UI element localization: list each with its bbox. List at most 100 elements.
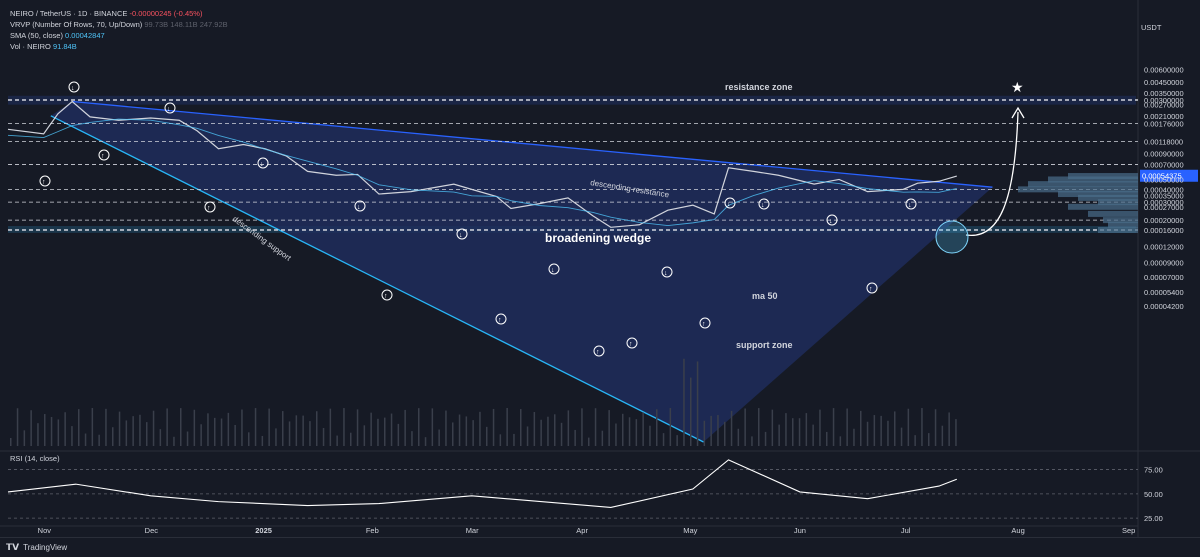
volume-bar-110 bbox=[758, 408, 760, 446]
volume-bar-129 bbox=[887, 420, 889, 446]
swing-low-arrow-icon-4: ↑ bbox=[498, 317, 502, 324]
volume-bar-120 bbox=[826, 431, 828, 446]
volume-bar-115 bbox=[792, 418, 794, 446]
volume-bar-59 bbox=[411, 431, 413, 446]
legend-vol-row[interactable]: Vol · NEIRO 91.84B bbox=[10, 41, 228, 52]
volume-bar-87 bbox=[601, 430, 604, 446]
volume-bar-134 bbox=[921, 408, 923, 446]
volume-profile-bar-2 bbox=[1028, 181, 1138, 188]
volume-bar-1 bbox=[16, 408, 19, 446]
volume-bar-74 bbox=[513, 433, 515, 446]
price-tick-9: 0.00070000 bbox=[1144, 161, 1184, 170]
time-tick-2: 2025 bbox=[255, 526, 272, 535]
volume-bar-80 bbox=[554, 414, 556, 446]
swing-low-arrow-icon-3: ↑ bbox=[384, 293, 388, 300]
volume-bar-65 bbox=[452, 422, 454, 446]
vrvp-values: 99.73B 148.11B 247.92B bbox=[144, 20, 228, 29]
swing-high-arrow-icon-3: ↓ bbox=[357, 204, 361, 211]
volume-profile-bar-10 bbox=[1108, 221, 1138, 228]
price-unit-badge[interactable]: USDT bbox=[1141, 23, 1162, 32]
volume-bar-99 bbox=[683, 358, 685, 446]
projection-arrow-head-icon bbox=[1011, 106, 1025, 119]
volume-bar-0 bbox=[10, 438, 12, 446]
volume-bar-46 bbox=[322, 428, 325, 446]
volume-bar-84 bbox=[581, 408, 583, 446]
volume-bar-26 bbox=[186, 431, 189, 446]
volume-bar-107 bbox=[737, 428, 740, 446]
volume-bar-44 bbox=[309, 421, 311, 446]
volume-bar-22 bbox=[159, 429, 162, 446]
volume-bar-72 bbox=[499, 434, 502, 446]
legend-vrvp-row[interactable]: VRVP (Number Of Rows, 70, Up/Down) 99.73… bbox=[10, 19, 228, 30]
volume-bar-19 bbox=[139, 414, 141, 446]
volume-bar-61 bbox=[424, 437, 427, 446]
time-tick-7: Jun bbox=[794, 526, 806, 535]
swing-low-arrow-icon-0: ↑ bbox=[42, 179, 46, 186]
rsi-tick-0: 75.00 bbox=[1144, 466, 1163, 475]
volume-bar-69 bbox=[479, 411, 481, 446]
price-tick-15: 0.00027000 bbox=[1144, 203, 1184, 212]
volume-bar-39 bbox=[275, 428, 277, 446]
volume-bar-114 bbox=[785, 413, 787, 446]
volume-bar-104 bbox=[717, 415, 719, 446]
volume-bar-17 bbox=[125, 420, 128, 446]
footer-bar: 𝗧𝗩 TradingView bbox=[0, 537, 1200, 557]
volume-bar-112 bbox=[771, 409, 774, 446]
swing-low-marker-6 bbox=[626, 337, 638, 349]
price-tick-18: 0.00012000 bbox=[1144, 242, 1184, 251]
volume-bar-21 bbox=[152, 410, 155, 446]
volume-bar-41 bbox=[288, 421, 291, 446]
volume-bar-8 bbox=[64, 412, 66, 446]
price-tick-22: 0.00004200 bbox=[1144, 302, 1184, 311]
volume-bar-4 bbox=[37, 423, 39, 446]
volume-bar-116 bbox=[798, 418, 801, 446]
volume-bar-82 bbox=[567, 410, 570, 446]
swing-low-marker-1 bbox=[98, 149, 110, 161]
volume-bar-2 bbox=[23, 430, 26, 446]
volume-bar-66 bbox=[458, 414, 461, 446]
swing-low-marker-0 bbox=[39, 175, 51, 187]
swing-high-arrow-icon-1: ↓ bbox=[167, 106, 171, 113]
volume-bar-14 bbox=[105, 408, 107, 446]
volume-bar-20 bbox=[146, 422, 148, 446]
price-tick-7: 0.00118000 bbox=[1144, 137, 1183, 146]
volume-bar-138 bbox=[948, 412, 950, 446]
volume-bar-128 bbox=[880, 415, 882, 446]
volume-bar-103 bbox=[710, 415, 712, 446]
volume-bar-67 bbox=[465, 416, 468, 446]
volume-bar-15 bbox=[112, 427, 114, 446]
target-star-icon: ★ bbox=[1011, 79, 1024, 95]
time-tick-9: Aug bbox=[1011, 526, 1024, 535]
volume-bar-133 bbox=[914, 435, 916, 446]
swing-low-arrow-icon-7: ↑ bbox=[702, 321, 706, 328]
volume-bar-64 bbox=[445, 410, 447, 446]
volume-bar-12 bbox=[91, 408, 94, 446]
rsi-label[interactable]: RSI (14, close) bbox=[10, 454, 60, 463]
price-tick-13: 0.00035000 bbox=[1144, 191, 1184, 200]
pattern-label: broadening wedge bbox=[545, 231, 651, 245]
volume-bar-3 bbox=[30, 410, 32, 446]
volume-bar-6 bbox=[50, 417, 53, 446]
sma-value: 0.00042847 bbox=[65, 31, 105, 40]
legend-sma-row[interactable]: SMA (50, close) 0.00042847 bbox=[10, 30, 228, 41]
chart-canvas[interactable]: ★ resistance zone support zone broadening w… bbox=[0, 0, 1200, 537]
volume-profile-bar-6 bbox=[1098, 199, 1138, 206]
volume-bar-45 bbox=[316, 411, 318, 446]
price-tick-11: 0.00050000 bbox=[1144, 175, 1184, 184]
volume-bar-91 bbox=[628, 417, 631, 446]
volume-bar-89 bbox=[615, 423, 617, 446]
tradingview-logo[interactable]: 𝗧𝗩 TradingView bbox=[6, 542, 67, 553]
volume-bar-7 bbox=[57, 419, 60, 446]
price-tick-1: 0.00450000 bbox=[1144, 78, 1184, 87]
swing-low-arrow-icon-1: ↑ bbox=[101, 153, 105, 160]
volume-bar-100 bbox=[690, 377, 692, 446]
volume-bar-16 bbox=[118, 411, 121, 446]
volume-bar-49 bbox=[343, 408, 345, 446]
swing-high-marker-8 bbox=[758, 198, 770, 210]
price-tick-20: 0.00007000 bbox=[1144, 273, 1184, 282]
volume-bar-25 bbox=[180, 408, 182, 446]
descending-support-line bbox=[50, 115, 704, 443]
tradingview-brand: TradingView bbox=[23, 543, 68, 552]
swing-high-marker-2 bbox=[257, 157, 269, 169]
volume-bar-33 bbox=[234, 424, 236, 446]
